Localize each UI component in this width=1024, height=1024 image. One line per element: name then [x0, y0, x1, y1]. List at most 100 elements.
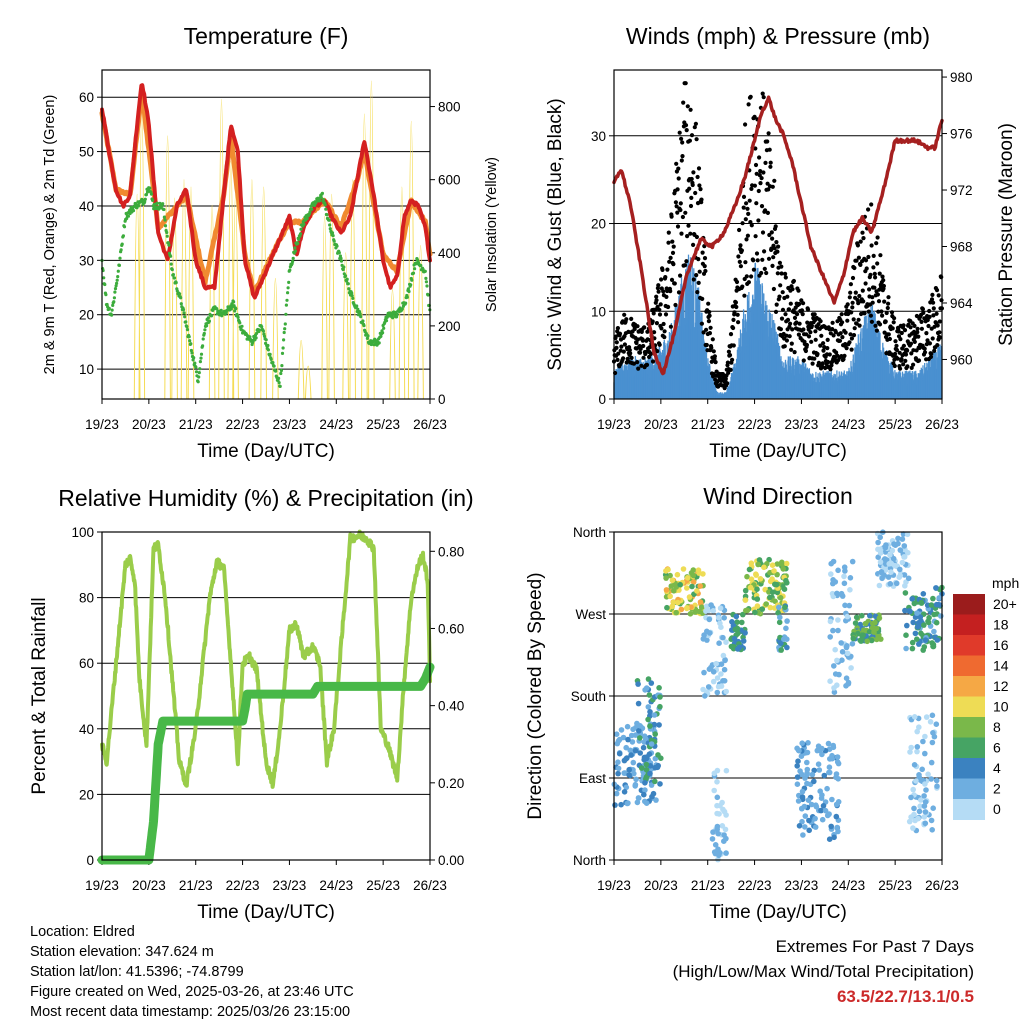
- direction-point: [827, 678, 833, 684]
- td-point: [190, 351, 194, 355]
- direction-point: [918, 797, 924, 803]
- direction-point: [718, 624, 724, 630]
- gust-point: [686, 223, 691, 228]
- gust-point: [870, 300, 875, 305]
- gust-point: [661, 321, 666, 327]
- gust-point: [613, 334, 618, 339]
- direction-point: [860, 632, 866, 638]
- direction-point: [844, 650, 851, 657]
- x-tick-label: 24/23: [319, 417, 353, 432]
- td-point: [151, 198, 155, 202]
- gust-point: [850, 275, 856, 281]
- td-point: [308, 210, 312, 214]
- direction-point: [651, 712, 658, 718]
- gust-point: [868, 272, 873, 277]
- gust-point: [765, 210, 771, 215]
- direction-point: [915, 815, 921, 822]
- gust-point: [901, 323, 906, 328]
- y-tick-label: South: [571, 689, 606, 704]
- y2-tick-label: 600: [438, 173, 461, 188]
- gust-point: [747, 198, 752, 203]
- direction-point: [740, 638, 747, 644]
- gust-point: [687, 138, 693, 143]
- direction-point: [621, 770, 627, 776]
- gust-point: [844, 346, 849, 351]
- direction-point: [834, 754, 841, 760]
- gust-point: [707, 331, 713, 336]
- td-point: [262, 334, 267, 338]
- direction-point: [814, 747, 821, 754]
- direction-point: [633, 776, 639, 783]
- gust-point: [728, 332, 734, 337]
- direction-point: [643, 800, 650, 806]
- td-point: [272, 364, 276, 368]
- gust-point: [931, 306, 936, 311]
- gust-point: [850, 300, 855, 305]
- direction-point: [696, 608, 703, 615]
- gust-point: [676, 176, 681, 181]
- gust-point: [816, 322, 821, 327]
- y2-tick-label: 400: [438, 246, 461, 261]
- direction-point: [774, 589, 781, 596]
- y-tick-label: 0: [598, 392, 606, 407]
- gust-point: [761, 95, 766, 100]
- gust-point: [856, 255, 862, 260]
- gust-point: [830, 327, 835, 332]
- gust-point: [654, 321, 660, 326]
- direction-point: [641, 739, 648, 745]
- direction-point: [811, 767, 817, 774]
- td-point: [116, 269, 120, 273]
- gust-point: [631, 361, 637, 366]
- y-tick-label: 60: [79, 656, 94, 671]
- td-point: [220, 314, 224, 318]
- direction-point: [799, 740, 805, 746]
- direction-point: [698, 604, 705, 610]
- gust-point: [845, 302, 850, 307]
- location-label: Location: Eldred: [30, 924, 135, 940]
- gust-point: [695, 290, 700, 295]
- gust-point: [911, 348, 916, 353]
- direction-point: [706, 666, 713, 672]
- direction-point: [864, 638, 870, 645]
- direction-point: [748, 576, 755, 582]
- direction-point: [612, 802, 618, 808]
- gust-point: [684, 259, 689, 264]
- direction-point: [680, 566, 687, 572]
- direction-point: [638, 765, 645, 771]
- direction-point: [715, 614, 722, 621]
- gust-point: [849, 310, 854, 315]
- gust-point: [661, 289, 666, 294]
- td-point: [110, 308, 114, 312]
- td-point: [166, 241, 170, 245]
- gust-point: [730, 357, 735, 362]
- gust-point: [852, 326, 857, 331]
- direction-point: [805, 797, 812, 803]
- direction-point: [663, 568, 669, 574]
- speed-legend: mph 20+ 18 16 14 12 10 8 6 4 2 0: [953, 575, 1019, 820]
- direction-point: [658, 755, 664, 761]
- direction-point: [911, 714, 918, 720]
- gust-point: [935, 323, 940, 328]
- direction-point: [877, 534, 883, 541]
- direction-point: [910, 786, 916, 793]
- legend-title: mph: [992, 575, 1019, 591]
- direction-point: [740, 611, 746, 618]
- gust-point: [667, 259, 672, 264]
- gust-point: [875, 261, 880, 266]
- direction-point: [653, 797, 659, 803]
- gust-point: [696, 257, 701, 262]
- gust-point: [895, 356, 900, 361]
- gust-point: [706, 301, 711, 306]
- gust-point: [758, 181, 763, 186]
- gust-point: [615, 326, 621, 331]
- td-point: [359, 315, 363, 319]
- gust-point: [879, 309, 884, 314]
- td-point: [115, 281, 119, 285]
- gust-point: [882, 299, 887, 304]
- td-point: [107, 306, 111, 311]
- gust-point: [850, 305, 855, 310]
- gust-point: [658, 302, 663, 307]
- x-tick-label: 24/23: [831, 417, 865, 432]
- latlon-label: Station lat/lon: 41.5396; -74.8799: [30, 964, 244, 980]
- gust-point: [694, 137, 699, 142]
